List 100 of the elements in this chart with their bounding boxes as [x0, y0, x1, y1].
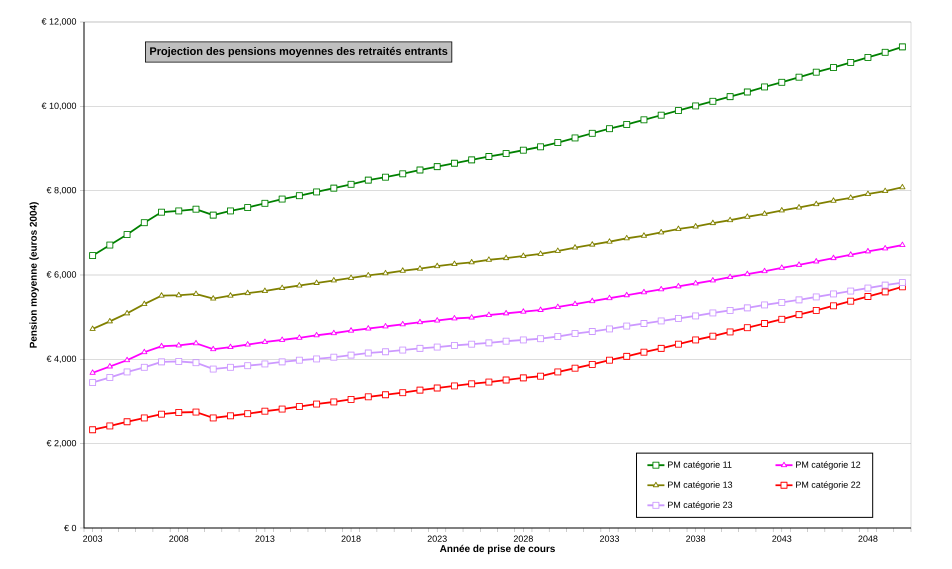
- point: [847, 298, 854, 305]
- point: [124, 368, 131, 376]
- point: [175, 358, 182, 365]
- point: [589, 298, 596, 304]
- point: [538, 250, 544, 256]
- point: [278, 358, 286, 366]
- point: [778, 298, 786, 306]
- point: [364, 176, 372, 184]
- point: [658, 318, 665, 324]
- point: [158, 358, 165, 366]
- point: [296, 403, 303, 410]
- point: [675, 226, 682, 231]
- point: [744, 270, 750, 276]
- point: [606, 125, 613, 132]
- point: [520, 336, 527, 344]
- point: [572, 134, 578, 142]
- point: [382, 348, 389, 356]
- point: [313, 188, 320, 196]
- point: [554, 333, 562, 340]
- point: [468, 156, 476, 164]
- point: [158, 292, 165, 298]
- point: [227, 364, 234, 371]
- point: [778, 264, 785, 270]
- point: [796, 74, 802, 81]
- point: [830, 197, 837, 203]
- point: [314, 280, 320, 285]
- point: [210, 295, 216, 301]
- point: [762, 210, 768, 216]
- point: [124, 356, 130, 362]
- point: [744, 213, 750, 219]
- point: [502, 376, 510, 384]
- point: [606, 326, 613, 332]
- point: [537, 143, 544, 150]
- point: [278, 196, 286, 203]
- point: [520, 308, 526, 314]
- point: [261, 360, 268, 368]
- point: [313, 355, 320, 362]
- point: [485, 339, 492, 346]
- y-axis-title: Pension moyenne (euros 2004): [29, 202, 39, 348]
- point: [89, 379, 96, 386]
- point: [898, 43, 906, 50]
- point: [450, 160, 458, 167]
- point: [623, 121, 630, 128]
- point: [468, 258, 475, 264]
- point: [830, 254, 837, 260]
- point: [158, 342, 165, 348]
- x-tick-label: 2003: [83, 536, 102, 542]
- point: [227, 207, 234, 214]
- point: [210, 212, 217, 219]
- point: [882, 288, 889, 296]
- point: [348, 327, 354, 333]
- point: [140, 219, 148, 226]
- y-tick-label: € 10,000: [42, 102, 76, 110]
- point: [572, 300, 578, 306]
- legend-label: PM catégorie 22: [796, 481, 860, 490]
- point: [710, 220, 716, 226]
- point: [589, 241, 596, 247]
- point: [726, 306, 734, 314]
- x-tick-label: 2038: [686, 536, 706, 542]
- point: [382, 174, 389, 181]
- point: [486, 256, 492, 262]
- point: [710, 277, 716, 282]
- point: [847, 59, 854, 66]
- point: [674, 340, 682, 348]
- point: [899, 242, 906, 248]
- point: [588, 360, 596, 368]
- point: [882, 48, 889, 56]
- point: [330, 330, 337, 336]
- point: [434, 384, 441, 392]
- point: [658, 286, 664, 292]
- point: [106, 363, 113, 368]
- point: [726, 93, 734, 100]
- point: [640, 116, 648, 124]
- point: [864, 54, 872, 61]
- point: [709, 98, 716, 105]
- point: [744, 304, 751, 312]
- point: [640, 348, 648, 356]
- point: [762, 268, 768, 274]
- point: [296, 356, 303, 364]
- point: [296, 334, 302, 340]
- point: [434, 262, 440, 268]
- point: [830, 64, 837, 71]
- point: [141, 348, 148, 354]
- point: [192, 340, 200, 346]
- point: [830, 290, 837, 298]
- point: [141, 300, 148, 306]
- x-axis-title: Année de prise de cours: [440, 544, 555, 554]
- legend-label: PM catégorie 23: [668, 501, 732, 510]
- point: [658, 112, 665, 119]
- point: [451, 260, 458, 266]
- point: [744, 324, 751, 332]
- point: [588, 328, 596, 335]
- point: [674, 107, 682, 114]
- point: [554, 304, 561, 309]
- x-tick-label: 2028: [514, 536, 533, 542]
- point: [348, 352, 355, 359]
- point: [192, 359, 200, 366]
- point: [399, 170, 406, 178]
- point: [313, 400, 320, 408]
- point: [503, 310, 510, 316]
